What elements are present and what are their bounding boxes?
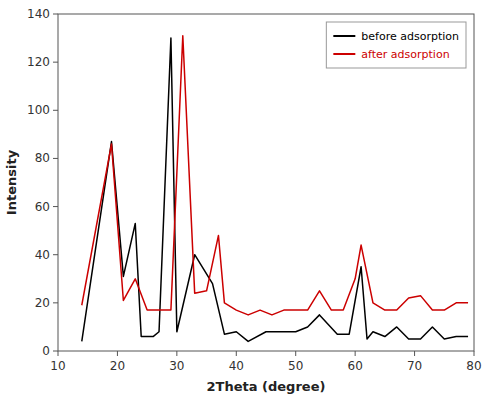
- legend-label: before adsorption: [361, 30, 459, 43]
- x-tick-label: 70: [407, 359, 422, 373]
- x-tick: [236, 351, 237, 356]
- series-group: [82, 36, 468, 342]
- x-tick-label: 30: [169, 359, 184, 373]
- x-axis-label: 2Theta (degree): [207, 379, 326, 394]
- x-tick: [355, 351, 356, 356]
- legend-swatch: [333, 35, 355, 37]
- x-tick: [117, 351, 118, 356]
- x-tick: [58, 351, 59, 356]
- y-tick: [53, 302, 58, 303]
- x-tick-label: 20: [110, 359, 125, 373]
- x-tick-label: 50: [288, 359, 303, 373]
- y-tick-label: 120: [27, 55, 50, 69]
- series-line: [82, 38, 468, 341]
- legend-box: [326, 22, 466, 68]
- y-tick: [53, 206, 58, 207]
- x-tick-label: 60: [348, 359, 363, 373]
- x-tick: [295, 351, 296, 356]
- y-tick: [53, 254, 58, 255]
- y-tick-label: 100: [27, 103, 50, 117]
- y-tick-label: 40: [35, 248, 50, 262]
- y-tick-label: 80: [35, 151, 50, 165]
- x-tick: [176, 351, 177, 356]
- chart: 10 20 30 40 50 60 70 80 0 20 40 60 80 100 120 140 2Theta…: [0, 0, 490, 403]
- x-tick-label: 10: [50, 359, 65, 373]
- y-tick: [53, 158, 58, 159]
- y-tick: [53, 351, 58, 352]
- plot-frame: [58, 14, 474, 351]
- y-tick-label: 60: [35, 200, 50, 214]
- y-tick-label: 140: [27, 7, 50, 21]
- x-tick: [474, 351, 475, 356]
- series-line: [82, 36, 468, 315]
- legend-label: after adsorption: [361, 48, 449, 61]
- x-tick-label: 40: [229, 359, 244, 373]
- y-tick-label: 20: [35, 296, 50, 310]
- legend: before adsorption after adsorption: [326, 22, 466, 68]
- y-axis-label: Intensity: [4, 149, 19, 215]
- x-tick-label: 80: [466, 359, 481, 373]
- y-tick: [53, 110, 58, 111]
- y-tick: [53, 62, 58, 63]
- x-tick: [414, 351, 415, 356]
- y-tick-label: 0: [42, 344, 50, 358]
- y-tick: [53, 14, 58, 15]
- legend-swatch: [333, 53, 355, 55]
